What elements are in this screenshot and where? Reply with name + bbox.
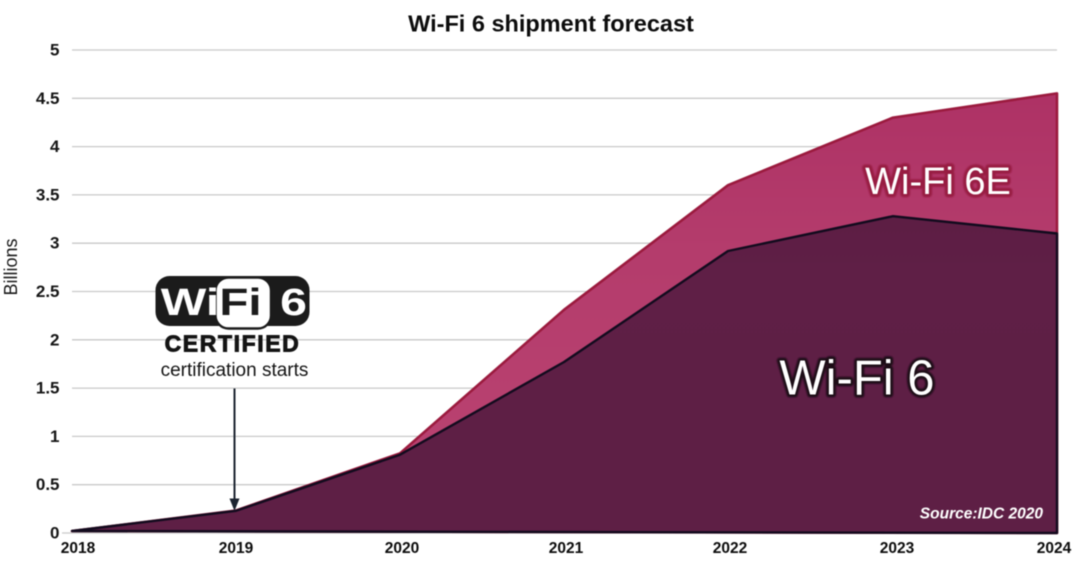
svg-text:certification starts: certification starts — [161, 360, 309, 381]
svg-text:Wi: Wi — [161, 282, 220, 324]
svg-text:Fi: Fi — [219, 281, 261, 323]
svg-text:2021: 2021 — [549, 540, 584, 557]
svg-text:CERTIFIED: CERTIFIED — [165, 331, 301, 357]
svg-text:4: 4 — [50, 137, 60, 156]
svg-text:2019: 2019 — [219, 540, 254, 557]
svg-text:Wi-Fi 6E: Wi-Fi 6E — [865, 161, 1011, 203]
svg-text:Wi-Fi 6E: Wi-Fi 6E — [865, 161, 1011, 203]
svg-text:Source:IDC 2020: Source:IDC 2020 — [920, 506, 1044, 523]
svg-text:3: 3 — [50, 234, 59, 253]
svg-text:4.5: 4.5 — [36, 89, 60, 108]
svg-text:2: 2 — [50, 330, 59, 349]
svg-text:1: 1 — [50, 427, 59, 446]
svg-text:0: 0 — [50, 524, 59, 543]
svg-text:5: 5 — [50, 41, 59, 60]
svg-text:1.5: 1.5 — [36, 379, 60, 398]
svg-text:Wi-Fi 6: Wi-Fi 6 — [779, 352, 934, 406]
svg-text:Wi-Fi 6: Wi-Fi 6 — [779, 352, 934, 406]
svg-text:2018: 2018 — [61, 540, 96, 557]
svg-text:2020: 2020 — [385, 540, 419, 557]
svg-text:6: 6 — [280, 282, 307, 324]
svg-text:2022: 2022 — [713, 540, 747, 557]
svg-text:2024: 2024 — [1037, 540, 1072, 557]
svg-text:3.5: 3.5 — [36, 185, 60, 204]
svg-text:2.5: 2.5 — [36, 282, 60, 301]
svg-text:Wi-Fi 6 shipment forecast: Wi-Fi 6 shipment forecast — [408, 11, 694, 37]
svg-text:0.5: 0.5 — [36, 475, 60, 494]
svg-text:Billions: Billions — [1, 238, 21, 295]
svg-text:2023: 2023 — [880, 540, 915, 557]
